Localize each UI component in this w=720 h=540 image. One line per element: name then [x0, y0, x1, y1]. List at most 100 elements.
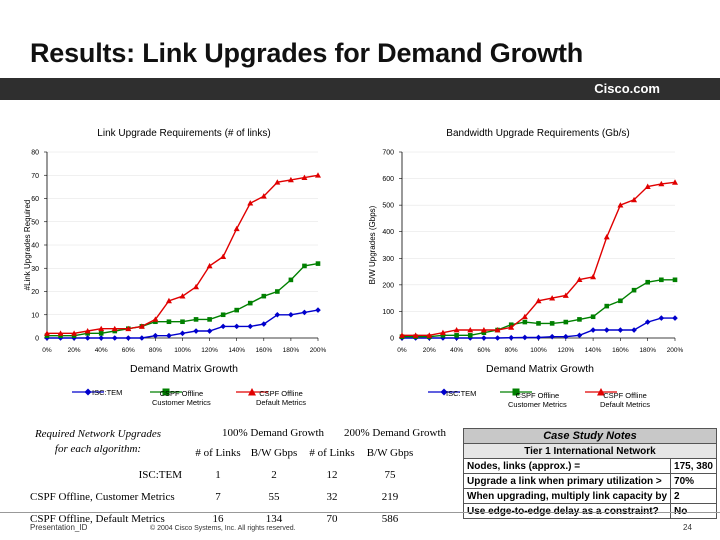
data-point	[111, 335, 118, 341]
data-point	[44, 330, 50, 336]
data-point	[179, 330, 186, 337]
data-point	[193, 328, 199, 334]
footer-divider	[0, 512, 720, 513]
results-subheader-links-100: # of Links	[195, 447, 241, 459]
data-point	[220, 312, 226, 318]
data-point	[206, 262, 213, 269]
data-point	[180, 319, 185, 325]
top-bar: Cisco.com	[0, 78, 720, 100]
x-axis-label: Demand Matrix Growth	[486, 363, 594, 375]
data-point	[672, 277, 678, 283]
case-study-value: 2	[670, 488, 717, 504]
x-tick-label: 200%	[310, 347, 327, 354]
data-point	[426, 332, 433, 338]
results-cell: 70	[326, 513, 338, 525]
x-tick-label: 60%	[122, 347, 135, 354]
y-tick-label: 600	[382, 176, 394, 183]
chart-bandwidth-upgrades: Bandwidth Upgrade Requirements (Gb/s) 0 10…	[368, 128, 684, 375]
data-point	[672, 179, 678, 185]
results-row-label: CSPF Offline, Default Metrics	[30, 513, 165, 525]
case-study-value: 70%	[670, 473, 717, 489]
x-tick-label: 160%	[255, 347, 272, 354]
data-point	[166, 332, 172, 339]
y-tick-label: 700	[382, 150, 394, 157]
x-tick-label: 120%	[557, 347, 574, 354]
data-point	[494, 335, 501, 341]
data-point	[138, 323, 145, 329]
results-cell: 55	[268, 491, 280, 503]
data-point	[562, 292, 569, 298]
legend-left-isc-label: ISC:TEM	[92, 388, 123, 397]
x-tick-label: 100%	[174, 347, 191, 354]
data-point	[453, 327, 460, 333]
data-point	[301, 174, 308, 180]
data-point	[275, 289, 280, 294]
data-point	[193, 283, 200, 290]
case-study-label: Use edge-to-edge delay as a constraint?	[462, 503, 672, 519]
y-axis-label: B/W Upgrades (Gbps)	[368, 205, 377, 284]
data-point	[220, 253, 227, 260]
series-cspf-offline-default-metrics	[44, 172, 321, 336]
data-point	[603, 234, 610, 240]
results-group-100: 100% Demand Growth	[222, 427, 325, 439]
data-point	[659, 277, 664, 283]
case-study-label: Upgrade a link when primary utilization …	[462, 473, 672, 489]
data-point	[645, 279, 650, 285]
data-point	[631, 196, 638, 203]
case-study-subtitle: Tier 1 International Network	[463, 443, 717, 459]
chart-title: Link Upgrade Requirements (# of links)	[97, 128, 270, 139]
legend-right-customer-label: CSPF Offline Customer Metrics	[508, 391, 567, 409]
data-point	[508, 324, 515, 330]
data-point	[577, 317, 582, 322]
data-point	[576, 332, 583, 339]
results-cell: 75	[384, 469, 396, 481]
results-row-label: ISC:TEM	[138, 469, 182, 481]
legend-left-customer-marker	[150, 388, 182, 396]
data-point	[590, 327, 596, 333]
data-point	[98, 331, 104, 336]
results-subheader-links-200: # of Links	[309, 447, 355, 459]
data-point	[233, 323, 240, 330]
results-cell: 1	[215, 469, 221, 481]
y-tick-label: 100	[382, 309, 394, 316]
results-cell: 32	[326, 491, 338, 503]
series-cspf-offline-default-metrics	[399, 179, 678, 338]
data-point	[631, 287, 637, 293]
x-tick-label: 140%	[585, 347, 602, 354]
data-point	[315, 261, 321, 266]
x-tick-label: 80%	[505, 347, 518, 354]
y-axis-label: #Link Upgrades Required	[23, 200, 32, 291]
slide-title: Results: Link Upgrades for Demand Growth	[30, 38, 584, 68]
results-cell: 134	[265, 513, 283, 525]
data-point	[315, 172, 321, 178]
data-point	[658, 180, 665, 187]
series-line	[47, 262, 319, 337]
legend-left-isc-marker	[72, 388, 104, 396]
data-point	[521, 313, 528, 320]
data-point	[563, 333, 569, 340]
data-point	[631, 327, 637, 333]
legend-left-customer-label: CSPF Offline Customer Metrics	[152, 389, 211, 407]
data-point	[247, 200, 254, 206]
results-cell: 12	[326, 469, 338, 481]
data-point	[549, 333, 555, 340]
results-group-200: 200% Demand Growth	[344, 427, 447, 439]
data-point	[536, 321, 541, 326]
data-point	[454, 333, 459, 338]
results-cell: 2	[271, 469, 277, 481]
data-point	[522, 319, 528, 325]
results-cell: 7	[215, 491, 221, 503]
data-point	[71, 330, 78, 336]
results-table: # of Links B/W Gbps # of Links B/W Gbps …	[0, 442, 418, 530]
x-tick-label: 160%	[612, 347, 629, 354]
data-point	[412, 332, 419, 338]
data-point	[644, 319, 651, 325]
x-tick-label: 40%	[450, 347, 463, 354]
results-subheader-bw-100: B/W Gbps	[250, 447, 298, 459]
data-point	[494, 327, 501, 333]
data-point	[618, 298, 623, 304]
x-tick-label: 120%	[201, 347, 218, 354]
data-point	[535, 297, 542, 304]
data-point	[301, 309, 308, 316]
page-number: 24	[683, 523, 692, 532]
